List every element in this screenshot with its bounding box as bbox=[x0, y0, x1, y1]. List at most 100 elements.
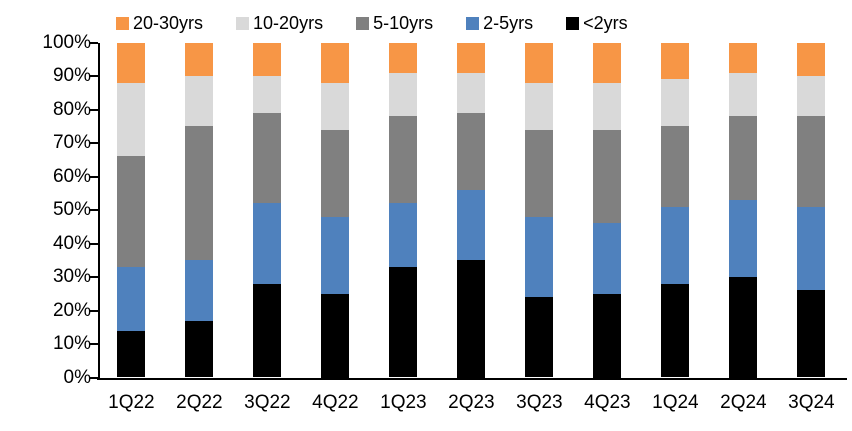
bar-segment bbox=[185, 260, 214, 321]
bar-segment bbox=[117, 42, 146, 83]
x-axis-category-label: 1Q22 bbox=[108, 392, 155, 413]
bar-segment bbox=[253, 283, 282, 378]
bar-segment bbox=[457, 72, 486, 113]
bar-segment bbox=[253, 203, 282, 284]
y-axis-line bbox=[98, 42, 100, 380]
bar-segment bbox=[321, 293, 350, 378]
legend-swatch bbox=[116, 17, 129, 31]
bar-segment bbox=[729, 72, 758, 117]
bar-segment bbox=[253, 76, 282, 113]
legend-swatch bbox=[236, 17, 250, 31]
x-axis-category-label: 2Q23 bbox=[448, 392, 495, 413]
bar-segment bbox=[729, 42, 758, 73]
bar-segment bbox=[729, 277, 758, 378]
bar-segment bbox=[389, 266, 418, 378]
y-axis-tick-label: 0% bbox=[63, 366, 91, 388]
bar-segment bbox=[457, 189, 486, 261]
x-axis-category-label: 2Q22 bbox=[176, 392, 223, 413]
bar-segment bbox=[389, 72, 418, 117]
bar-segment bbox=[117, 82, 146, 157]
bar-segment bbox=[525, 216, 554, 298]
x-axis-category-label: 4Q23 bbox=[584, 392, 631, 413]
x-axis-category-label: 4Q22 bbox=[312, 392, 359, 413]
bar-segment bbox=[321, 42, 350, 83]
bar-segment bbox=[593, 82, 622, 130]
legend-item: 2-5yrs bbox=[466, 13, 534, 34]
bar-segment bbox=[525, 82, 554, 130]
y-axis-tick bbox=[90, 376, 98, 379]
legend-swatch bbox=[466, 17, 480, 31]
y-axis-tick-label: 80% bbox=[52, 98, 91, 120]
y-axis-tick bbox=[90, 343, 98, 345]
x-axis-category-label: 3Q24 bbox=[788, 392, 835, 413]
bar-segment bbox=[389, 116, 418, 204]
bar-segment bbox=[593, 42, 622, 83]
bar-segment bbox=[185, 126, 214, 261]
legend-label: 5-10yrs bbox=[373, 13, 434, 33]
legend-item: 5-10yrs bbox=[356, 13, 434, 34]
bar-segment bbox=[253, 112, 282, 204]
bar-segment bbox=[525, 42, 554, 83]
bar-segment bbox=[117, 156, 146, 267]
bar-segment bbox=[661, 79, 690, 127]
bar-segment bbox=[797, 42, 826, 76]
bar-segment bbox=[457, 112, 486, 190]
bar-segment bbox=[525, 129, 554, 217]
bar-segment bbox=[593, 293, 622, 378]
legend-label: 10-20yrs bbox=[253, 13, 324, 33]
bar-segment bbox=[117, 330, 146, 378]
y-axis-tick bbox=[90, 108, 98, 111]
y-axis-tick-label: 30% bbox=[52, 266, 91, 287]
legend-item: <2yrs bbox=[566, 13, 628, 34]
y-axis-tick-label: 60% bbox=[52, 165, 91, 187]
y-axis-tick-label: 90% bbox=[52, 65, 91, 86]
bar-segment bbox=[661, 283, 690, 378]
bar-segment bbox=[797, 76, 826, 117]
bar-segment bbox=[185, 42, 214, 76]
bar-segment bbox=[593, 223, 622, 294]
y-axis-tick bbox=[90, 242, 98, 245]
bar-segment bbox=[797, 116, 826, 207]
legend-label: 20-30yrs bbox=[133, 13, 204, 33]
bar-segment bbox=[389, 203, 418, 267]
legend-label: 2-5yrs bbox=[483, 13, 534, 33]
legend-swatch bbox=[566, 17, 580, 31]
bar-segment bbox=[389, 42, 418, 73]
y-axis-tick-label: 100% bbox=[42, 31, 91, 53]
y-axis-tick bbox=[90, 41, 98, 44]
bar-segment bbox=[457, 260, 486, 378]
legend-item: 20-30yrs bbox=[116, 13, 204, 34]
x-axis-category-label: 1Q24 bbox=[652, 392, 699, 413]
bar-segment bbox=[797, 290, 826, 378]
legend-label: <2yrs bbox=[583, 13, 628, 33]
x-axis-category-label: 1Q23 bbox=[380, 392, 427, 413]
y-axis-tick-label: 10% bbox=[52, 333, 91, 354]
bar-segment bbox=[593, 129, 622, 224]
bar-segment bbox=[729, 199, 758, 277]
bar-segment bbox=[661, 126, 690, 207]
legend: 20-30yrs 10-20yrs 5-10yrs 2-5yrs <2yrs bbox=[116, 13, 628, 34]
bar-segment bbox=[729, 116, 758, 200]
bar-segment bbox=[525, 297, 554, 378]
y-axis-tick-label: 70% bbox=[52, 132, 91, 153]
y-axis-tick bbox=[90, 142, 98, 144]
y-axis-tick-label: 40% bbox=[52, 232, 91, 254]
x-axis-category-label: 2Q24 bbox=[720, 392, 767, 413]
x-axis-category-label: 3Q23 bbox=[516, 392, 563, 413]
y-axis-tick bbox=[90, 276, 98, 278]
y-axis-tick-label: 50% bbox=[52, 199, 91, 220]
bar-segment bbox=[185, 320, 214, 378]
legend-item: 10-20yrs bbox=[236, 13, 324, 34]
bar-segment bbox=[321, 129, 350, 217]
bar-segment bbox=[253, 42, 282, 76]
y-axis-tick bbox=[90, 175, 98, 178]
x-axis-line bbox=[97, 377, 847, 380]
bar-segment bbox=[457, 42, 486, 73]
y-axis-tick bbox=[90, 209, 98, 211]
bar-segment bbox=[117, 266, 146, 331]
bar-segment bbox=[185, 76, 214, 127]
y-axis-tick bbox=[90, 75, 98, 77]
bar-segment bbox=[321, 82, 350, 130]
legend-swatch bbox=[356, 17, 370, 31]
bar-segment bbox=[797, 206, 826, 291]
